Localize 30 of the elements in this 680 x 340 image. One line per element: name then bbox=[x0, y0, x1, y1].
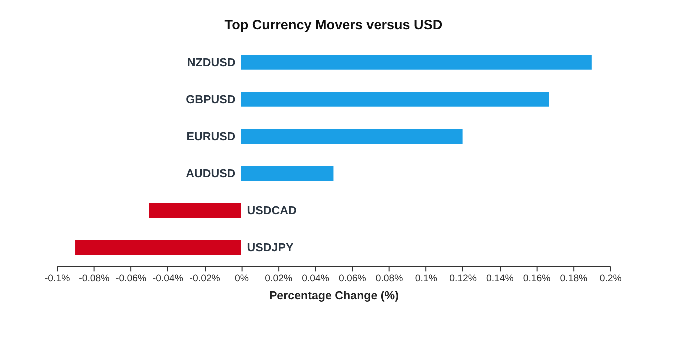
x-tick-label: 0% bbox=[235, 273, 250, 284]
chart-title: Top Currency Movers versus USD bbox=[224, 17, 443, 32]
y-tick-label: AUDUSD bbox=[186, 168, 236, 181]
y-tick-label: GBPUSD bbox=[186, 93, 236, 106]
bar bbox=[76, 240, 242, 256]
bar bbox=[149, 203, 242, 218]
y-tick-label: NZDUSD bbox=[187, 56, 236, 70]
x-tick-label: 0.16% bbox=[523, 273, 552, 284]
x-tick-label: 0.14% bbox=[486, 273, 514, 284]
x-tick-label: 0.18% bbox=[560, 273, 588, 284]
x-tick-label: 0.02% bbox=[265, 273, 293, 284]
y-tick-label: USDJPY bbox=[247, 242, 294, 255]
x-tick-label: -0.1% bbox=[44, 273, 71, 284]
x-tick-label: 0.08% bbox=[376, 273, 404, 284]
bar bbox=[242, 166, 334, 182]
x-tick-label: -0.04% bbox=[152, 273, 184, 284]
x-tick-label: 0.04% bbox=[302, 273, 330, 284]
x-tick-label: 0.1% bbox=[415, 273, 438, 284]
bar bbox=[242, 54, 592, 70]
x-tick-label: -0.02% bbox=[190, 273, 221, 284]
x-tick-label: 0.06% bbox=[338, 273, 367, 284]
bar bbox=[242, 92, 550, 107]
x-tick-label: -0.06% bbox=[116, 273, 148, 284]
bar bbox=[242, 129, 463, 144]
y-tick-label: USDCAD bbox=[247, 204, 297, 218]
x-axis-title: Percentage Change (%) bbox=[269, 290, 400, 303]
x-tick-label: -0.08% bbox=[79, 273, 110, 284]
x-tick-label: 0.2% bbox=[600, 273, 622, 284]
x-tick-label: 0.12% bbox=[450, 273, 478, 284]
y-tick-label: EURUSD bbox=[186, 130, 236, 144]
